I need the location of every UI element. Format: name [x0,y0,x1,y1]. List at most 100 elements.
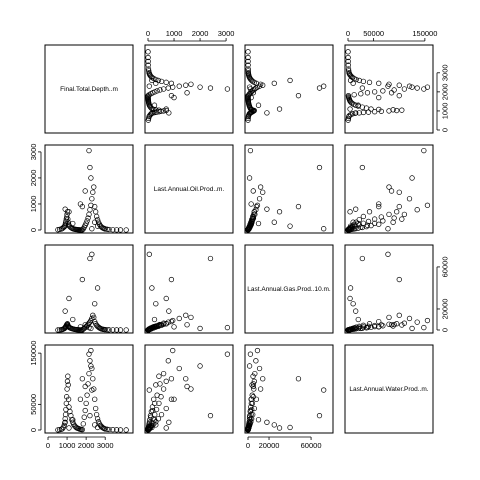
point-63 [316,85,323,91]
point-71 [62,308,68,314]
point-34 [364,90,371,96]
variable-label: Last.Annual.Oil.Prod..m. [154,186,225,193]
point-7 [62,416,68,422]
point-46 [250,78,256,85]
point-46 [360,213,367,220]
tick-label: 0 [29,428,38,432]
point-34 [364,222,371,228]
tick-label: 2000 [29,170,38,187]
point-43 [188,386,194,392]
point-41 [406,83,413,89]
tick-label: 2000 [441,84,450,101]
point-70 [151,417,158,423]
point-69 [163,295,169,302]
point-42 [396,82,402,88]
point-62 [224,351,231,357]
point-44 [253,203,260,210]
point-56 [104,426,110,432]
point-61 [245,427,251,433]
tick-label: 1000 [441,103,450,120]
tick-label: 3000 [97,441,114,450]
point-66 [321,83,327,89]
panel-frame [44,44,134,134]
tick-label: 1000 [166,29,183,38]
point-63 [316,164,323,171]
panel-0-2 [244,44,334,134]
point-13 [394,321,400,327]
point-72 [153,301,159,307]
point-64 [246,175,253,181]
axis-bottom-0: 0 1000 2000 3000 [46,436,114,450]
point-45 [366,79,373,85]
point-66 [89,387,95,393]
tick-label: 1000 [29,196,38,213]
point-71 [166,308,172,314]
point-15 [249,382,255,388]
point-72 [92,422,98,428]
point-61 [145,427,151,433]
point-55 [102,327,108,333]
point-56 [104,226,110,232]
point-62 [247,147,254,154]
point-35 [83,220,89,226]
point-56 [146,68,152,74]
point-37 [391,321,397,328]
point-31 [145,93,151,99]
point-62 [421,86,427,92]
tick-label: 0 [441,328,450,332]
panel-frame [144,44,234,134]
point-37 [391,87,397,93]
point-42 [396,312,402,318]
panel-2-0 [44,244,134,334]
axis-left-3: 0 50000 150000 [29,341,42,432]
point-69 [276,106,283,112]
point-5 [349,111,356,117]
point-44 [376,80,382,86]
point-31 [79,426,85,433]
point-45 [163,321,169,327]
point-14 [156,107,162,113]
point-72 [153,80,159,86]
point-38 [86,370,92,377]
point-60 [245,54,251,61]
point-61 [345,49,351,55]
point-66 [146,83,152,89]
point-68 [248,201,254,207]
point-46 [93,213,100,220]
point-47 [356,216,362,223]
point-53 [347,225,353,231]
point-41 [406,315,413,322]
point-61 [345,227,351,233]
point-14 [65,373,71,379]
axis-bottom-2: 0 20000 60000 [246,436,322,450]
point-73 [94,223,101,229]
panel-frame [44,344,134,434]
point-57 [106,226,112,233]
point-60 [145,54,151,61]
point-61 [145,327,151,333]
panel-frame [344,144,434,234]
panel-frame [144,344,234,434]
point-43 [386,314,392,321]
point-13 [394,209,400,215]
point-65 [79,276,85,283]
point-47 [249,416,255,422]
variable-label: Final.Total.Depth..m [60,86,118,93]
point-63 [359,164,366,171]
point-33 [358,91,364,97]
point-68 [171,396,177,402]
point-69 [347,209,353,215]
point-35 [372,220,378,226]
point-68 [171,94,177,101]
point-44 [168,318,175,325]
point-64 [246,84,253,90]
point-63 [207,413,214,419]
point-36 [154,392,160,398]
point-33 [81,414,87,420]
point-67 [82,383,88,390]
point-63 [207,85,214,91]
point-36 [154,88,160,94]
point-68 [77,324,84,330]
panel-3-0 [44,344,134,434]
point-70 [355,316,361,323]
